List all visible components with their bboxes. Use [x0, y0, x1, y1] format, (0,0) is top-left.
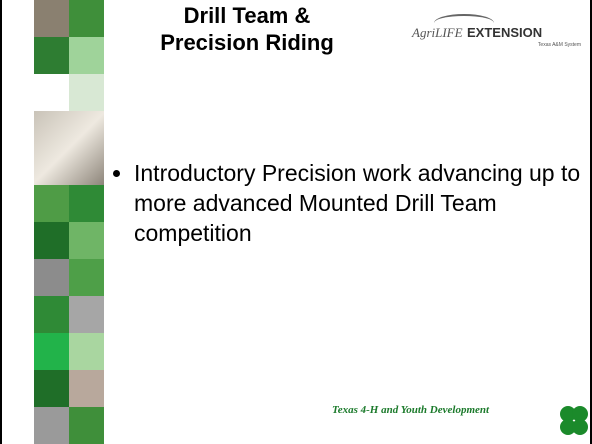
title-line: Drill Team &	[122, 2, 372, 29]
logo: AgriLIFE EXTENSION Texas A&M System	[412, 24, 587, 42]
clover-icon	[558, 404, 590, 438]
slide: Drill Team & Precision Riding AgriLIFE E…	[0, 0, 592, 444]
bullet-list: Introductory Precision work advancing up…	[114, 158, 592, 248]
title-line: Precision Riding	[122, 29, 372, 56]
footer: Texas 4-H and Youth Development	[332, 404, 489, 416]
bullet: Introductory Precision work advancing up…	[134, 158, 592, 248]
slide-title: Drill Team & Precision Riding	[122, 2, 372, 56]
logo-sub: Texas A&M System	[538, 42, 581, 48]
